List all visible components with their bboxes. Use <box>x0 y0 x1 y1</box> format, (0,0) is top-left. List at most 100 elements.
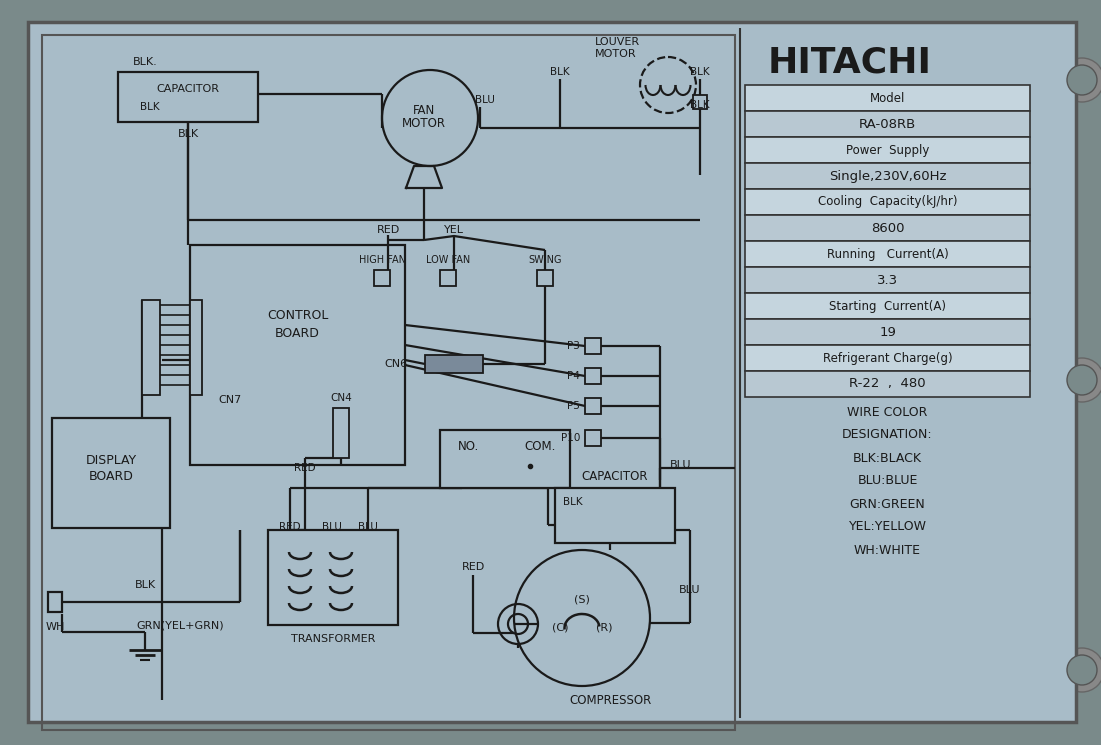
Text: RED: RED <box>280 522 301 532</box>
Bar <box>48 592 62 612</box>
Text: BLK: BLK <box>550 67 570 77</box>
Text: BLU: BLU <box>358 522 378 532</box>
Text: MOTOR: MOTOR <box>595 49 636 59</box>
Bar <box>440 430 570 488</box>
Bar <box>745 293 1031 319</box>
Bar <box>693 95 707 109</box>
Text: BLK: BLK <box>177 129 198 139</box>
Text: BLK: BLK <box>690 100 710 110</box>
Text: BLK: BLK <box>690 67 710 77</box>
Text: Single,230V,60Hz: Single,230V,60Hz <box>829 170 946 183</box>
Text: WH:WHITE: WH:WHITE <box>854 544 922 557</box>
Text: DISPLAY: DISPLAY <box>86 454 137 466</box>
Bar <box>190 245 405 465</box>
Circle shape <box>1067 655 1097 685</box>
Text: BLK: BLK <box>134 580 155 590</box>
Text: COMPRESSOR: COMPRESSOR <box>569 694 651 706</box>
Text: BLU:BLUE: BLU:BLUE <box>858 475 918 487</box>
Text: Refrigerant Charge(g): Refrigerant Charge(g) <box>822 352 952 364</box>
Text: BLU: BLU <box>671 460 691 470</box>
Text: CONTROL: CONTROL <box>266 308 328 322</box>
Text: RED: RED <box>461 562 484 572</box>
Text: P4: P4 <box>567 371 580 381</box>
Text: BOARD: BOARD <box>88 469 133 483</box>
Bar <box>745 215 1031 241</box>
Text: LOUVER: LOUVER <box>595 37 640 47</box>
Text: Starting  Current(A): Starting Current(A) <box>829 299 946 312</box>
Text: (R): (R) <box>596 623 612 633</box>
Text: CN7: CN7 <box>218 395 241 405</box>
Bar <box>745 241 1031 267</box>
Text: WH: WH <box>45 622 65 632</box>
Text: Cooling  Capacity(kJ/hr): Cooling Capacity(kJ/hr) <box>818 195 957 209</box>
Text: BLU: BLU <box>323 522 342 532</box>
Text: YEL: YEL <box>444 225 464 235</box>
Bar <box>142 300 160 395</box>
Text: (S): (S) <box>574 595 590 605</box>
Text: RED: RED <box>294 463 316 473</box>
Text: RED: RED <box>377 225 400 235</box>
Text: MOTOR: MOTOR <box>402 116 446 130</box>
Text: GRN:GREEN: GRN:GREEN <box>850 498 925 510</box>
Bar <box>585 338 601 354</box>
Bar <box>425 355 483 373</box>
Bar <box>745 345 1031 371</box>
Circle shape <box>1067 65 1097 95</box>
Bar <box>745 137 1031 163</box>
Circle shape <box>1060 648 1101 692</box>
Text: HITACHI: HITACHI <box>768 45 933 79</box>
Text: TRANSFORMER: TRANSFORMER <box>291 634 375 644</box>
Circle shape <box>1067 365 1097 395</box>
Text: SWING: SWING <box>528 255 562 265</box>
Text: R-22  ,  480: R-22 , 480 <box>849 378 926 390</box>
Text: P5: P5 <box>567 401 580 411</box>
Text: BOARD: BOARD <box>275 326 320 340</box>
Text: P3: P3 <box>567 341 580 351</box>
Text: BLK: BLK <box>140 102 160 112</box>
Bar <box>118 72 258 122</box>
Text: WIRE COLOR: WIRE COLOR <box>848 405 928 419</box>
Bar <box>585 430 601 446</box>
Text: HIGH FAN: HIGH FAN <box>359 255 405 265</box>
Circle shape <box>1060 358 1101 402</box>
Text: CN4: CN4 <box>330 393 352 403</box>
Text: 19: 19 <box>879 326 896 338</box>
Bar <box>190 300 201 395</box>
Text: Power  Supply: Power Supply <box>846 144 929 156</box>
Text: Model: Model <box>870 92 905 104</box>
Text: GRN(YEL+GRN): GRN(YEL+GRN) <box>137 620 224 630</box>
Text: NO.: NO. <box>457 440 479 452</box>
Text: COM.: COM. <box>524 440 556 452</box>
Bar <box>745 163 1031 189</box>
Text: BLK:BLACK: BLK:BLACK <box>853 451 922 464</box>
Text: CAPACITOR: CAPACITOR <box>581 469 648 483</box>
Text: RA-08RB: RA-08RB <box>859 118 916 130</box>
Text: BLK: BLK <box>563 497 582 507</box>
Bar <box>555 488 675 543</box>
Bar <box>333 408 349 458</box>
Text: P10: P10 <box>560 433 580 443</box>
Text: FAN: FAN <box>413 104 435 116</box>
Text: BLU: BLU <box>475 95 495 105</box>
Bar <box>745 319 1031 345</box>
Bar <box>537 270 553 286</box>
Bar <box>745 85 1031 111</box>
Bar <box>585 398 601 414</box>
Bar <box>52 418 170 528</box>
Text: 3.3: 3.3 <box>876 273 898 287</box>
Bar <box>440 270 456 286</box>
Bar <box>745 371 1031 397</box>
Text: CN6: CN6 <box>384 359 407 369</box>
Text: BLK.: BLK. <box>133 57 157 67</box>
Text: BLU: BLU <box>679 585 700 595</box>
Text: LOW FAN: LOW FAN <box>426 255 470 265</box>
Bar <box>745 267 1031 293</box>
Text: DESIGNATION:: DESIGNATION: <box>842 428 933 442</box>
Circle shape <box>1060 58 1101 102</box>
Bar <box>745 189 1031 215</box>
Text: YEL:YELLOW: YEL:YELLOW <box>849 521 927 533</box>
Bar <box>585 368 601 384</box>
Bar <box>745 111 1031 137</box>
Text: (C): (C) <box>552 623 568 633</box>
Bar <box>42 35 735 730</box>
